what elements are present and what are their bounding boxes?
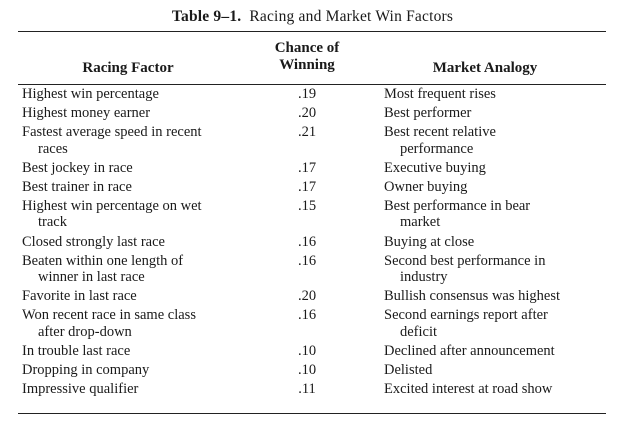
bottom-rule bbox=[18, 413, 606, 414]
table-row: Fastest average speed in recent races .21 B… bbox=[0, 124, 625, 160]
racing-factor-cell-line: Impressive qualifier bbox=[22, 381, 139, 398]
header-market-analogy: Market Analogy bbox=[432, 60, 538, 76]
header-racing-factor: Racing Factor bbox=[82, 60, 174, 76]
market-analogy-cell: Delisted bbox=[384, 362, 604, 379]
market-analogy-cell: Best performance in bear market bbox=[384, 198, 604, 231]
chance-of-winning-cell: .21 bbox=[297, 124, 317, 141]
market-analogy-cell: Buying at close bbox=[384, 234, 604, 251]
chance-of-winning-cell: .17 bbox=[297, 178, 317, 195]
market-analogy-cell-line: Second earnings report after bbox=[384, 307, 548, 324]
market-analogy-cell: Best performer bbox=[384, 105, 604, 122]
racing-factor-cell: Best jockey in race bbox=[22, 160, 270, 177]
table-row: Best jockey in race .17 Executive buying bbox=[0, 160, 625, 179]
market-analogy-cell-line: Owner buying bbox=[384, 178, 468, 195]
market-analogy-cell-line: Excited interest at road show bbox=[384, 381, 553, 398]
market-analogy-cell: Executive buying bbox=[384, 160, 604, 177]
header-rule bbox=[18, 84, 606, 85]
racing-factor-cell: Highest money earner bbox=[22, 105, 270, 122]
table-number: Table 9–1. bbox=[171, 8, 242, 25]
market-analogy-cell-line: market bbox=[400, 214, 441, 231]
table-row: Won recent race in same class after drop-… bbox=[0, 307, 625, 343]
racing-factor-cell-line: Best jockey in race bbox=[22, 159, 133, 176]
racing-factor-cell-line: Beaten within one length of bbox=[22, 252, 184, 269]
table-row: Favorite in last race .20 Bullish consensu… bbox=[0, 288, 625, 307]
racing-factor-cell-line: Closed strongly last race bbox=[22, 233, 165, 250]
table-caption: Racing and Market Win Factors bbox=[249, 8, 454, 25]
chance-of-winning-cell: .10 bbox=[297, 342, 317, 359]
racing-factor-cell-line: races bbox=[38, 140, 68, 157]
chance-of-winning-cell: .10 bbox=[297, 362, 317, 379]
racing-factor-cell-line: winner in last race bbox=[38, 269, 145, 286]
table-row: Highest win percentage on wet track .15 Bes… bbox=[0, 198, 625, 234]
market-analogy-cell: Best recent relative performance bbox=[384, 124, 604, 157]
racing-factor-cell: Beaten within one length of winner in las… bbox=[22, 253, 270, 286]
racing-factor-cell: Dropping in company bbox=[22, 362, 270, 379]
chance-of-winning-cell: .16 bbox=[297, 252, 317, 269]
table-row: Dropping in company .10 Delisted bbox=[0, 362, 625, 381]
market-analogy-cell-line: Buying at close bbox=[384, 233, 475, 250]
chance-of-winning-cell: .16 bbox=[297, 233, 317, 250]
market-analogy-cell-line: Executive buying bbox=[384, 159, 486, 176]
market-analogy-cell-line: Delisted bbox=[384, 362, 433, 379]
table-row: Highest money earner .20 Best performer bbox=[0, 105, 625, 124]
header-chance-line1: Chance of bbox=[274, 40, 340, 56]
racing-factor-cell-line: In trouble last race bbox=[22, 342, 131, 359]
racing-factor-cell: Won recent race in same class after drop-… bbox=[22, 307, 270, 340]
racing-factor-cell-line: track bbox=[38, 214, 67, 231]
table-row: Impressive qualifier .11 Excited interest … bbox=[0, 381, 625, 400]
table-row: Closed strongly last race .16 Buying at cl… bbox=[0, 234, 625, 253]
table-row: Highest win percentage .19 Most frequent r… bbox=[0, 86, 625, 105]
market-analogy-cell: Bullish consensus was highest bbox=[384, 288, 604, 305]
top-rule bbox=[18, 31, 606, 32]
racing-factor-cell-line: Highest win percentage on wet bbox=[22, 197, 202, 214]
racing-factor-cell: Favorite in last race bbox=[22, 288, 270, 305]
racing-factor-cell-line: Best trainer in race bbox=[22, 178, 132, 195]
table-row: Beaten within one length of winner in las… bbox=[0, 253, 625, 289]
market-analogy-cell-line: Most frequent rises bbox=[384, 86, 496, 102]
market-analogy-cell-line: deficit bbox=[400, 323, 438, 340]
market-analogy-cell-line: Second best performance in bbox=[384, 252, 546, 269]
market-analogy-cell-line: Declined after announcement bbox=[384, 342, 555, 359]
market-analogy-cell: Excited interest at road show bbox=[384, 381, 604, 398]
racing-factor-cell: Highest win percentage on wet track bbox=[22, 198, 270, 231]
chance-of-winning-cell: .11 bbox=[298, 381, 316, 398]
market-analogy-cell-line: Best performance in bear bbox=[384, 197, 531, 214]
header-chance-line2: Winning bbox=[279, 57, 335, 73]
chance-of-winning-cell: .19 bbox=[297, 86, 317, 102]
market-analogy-cell-line: Bullish consensus was highest bbox=[384, 288, 561, 305]
racing-factor-cell: Fastest average speed in recent races bbox=[22, 124, 270, 157]
racing-factor-cell-line: Won recent race in same class bbox=[22, 307, 196, 324]
racing-factor-cell-line: after drop-down bbox=[38, 323, 132, 340]
racing-factor-cell-line: Highest win percentage bbox=[22, 86, 159, 102]
table-row: In trouble last race .10 Declined after an… bbox=[0, 343, 625, 362]
chance-of-winning-cell: .20 bbox=[297, 105, 317, 122]
chance-of-winning-cell: .15 bbox=[297, 197, 317, 214]
racing-factor-cell: Closed strongly last race bbox=[22, 234, 270, 251]
racing-factor-cell: Highest win percentage bbox=[22, 86, 270, 103]
market-analogy-cell: Second best performance in industry bbox=[384, 253, 604, 286]
market-analogy-cell: Owner buying bbox=[384, 179, 604, 196]
racing-factor-cell: Impressive qualifier bbox=[22, 381, 270, 398]
table-title: Table 9–1. Racing and Market Win Factors bbox=[0, 8, 625, 26]
racing-factor-cell: Best trainer in race bbox=[22, 179, 270, 196]
market-analogy-cell-line: performance bbox=[400, 140, 474, 157]
racing-factor-cell: In trouble last race bbox=[22, 343, 270, 360]
table-row: Best trainer in race .17 Owner buying bbox=[0, 179, 625, 198]
chance-of-winning-cell: .20 bbox=[297, 288, 317, 305]
chance-of-winning-cell: .17 bbox=[297, 159, 317, 176]
chance-of-winning-cell: .16 bbox=[297, 307, 317, 324]
racing-factor-cell-line: Highest money earner bbox=[22, 105, 151, 122]
market-analogy-cell-line: industry bbox=[400, 269, 448, 286]
header-chance-of-winning: Chance of Winning bbox=[262, 40, 352, 74]
market-analogy-cell: Declined after announcement bbox=[384, 343, 604, 360]
racing-factor-cell-line: Dropping in company bbox=[22, 362, 150, 379]
market-analogy-cell: Most frequent rises bbox=[384, 86, 604, 103]
table-body: Highest win percentage .19 Most frequent r… bbox=[0, 86, 625, 400]
racing-factor-cell-line: Fastest average speed in recent bbox=[22, 124, 202, 141]
market-analogy-cell-line: Best recent relative bbox=[384, 124, 496, 141]
market-analogy-cell-line: Best performer bbox=[384, 105, 472, 122]
racing-factor-cell-line: Favorite in last race bbox=[22, 288, 137, 305]
market-analogy-cell: Second earnings report after deficit bbox=[384, 307, 604, 340]
